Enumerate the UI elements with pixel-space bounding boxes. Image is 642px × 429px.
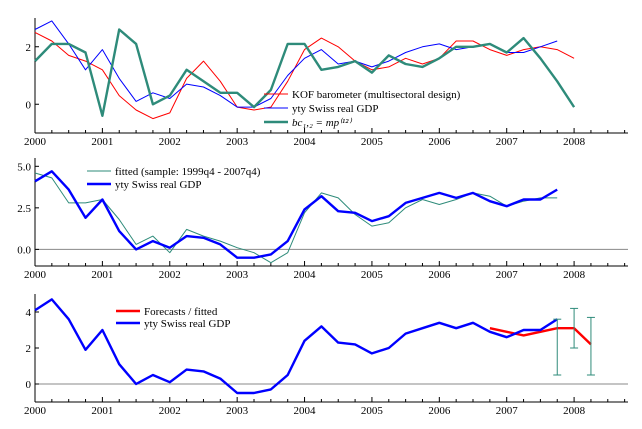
panel3-x-tick-label: 2005 [361,405,384,417]
panel3-x-tick-label: 2000 [24,405,47,417]
panel1-legend-label: bc₁,₂ = mp⁽¹²⁾ [292,117,352,129]
panel3-x-tick-label: 2001 [91,405,113,417]
panel2-x-tick-label: 2005 [361,269,384,281]
panel1-y-tick-label: 2 [26,42,32,54]
panel2-legend-label: fitted (sample: 1999q4 - 2007q4) [115,166,261,178]
panel1-x-tick-label: 2002 [159,136,181,148]
panel2-y-tick-label: 2.5 [17,203,31,215]
panel3-x-tick-label: 2008 [563,405,586,417]
panel3-x-tick-label: 2002 [159,405,181,417]
panel2-x-tick-label: 2000 [24,269,47,281]
panel2-x-tick-label: 2001 [91,269,113,281]
panel1-x-tick-label: 2005 [361,136,384,148]
panel1-x-tick-label: 2000 [24,136,47,148]
panel1-y-tick-label: 0 [26,99,32,111]
panel1-x-tick-label: 2004 [294,136,317,148]
panel2-x-tick-label: 2008 [563,269,586,281]
panel1-series-1-line [34,31,575,120]
panel2-x-tick-label: 2003 [226,269,249,281]
panel1-x-tick-label: 2007 [496,136,519,148]
panel2-y-tick-label: 0.0 [17,244,31,256]
panel1-x-tick-label: 2006 [428,136,451,148]
panel2-x-tick-label: 2004 [294,269,317,281]
panel3-x-tick-label: 2006 [428,405,451,417]
panel1-legend-label: yty Swiss real GDP [292,103,378,115]
panel1-series-3-line [34,28,576,118]
panel1-x-tick-label: 2003 [226,136,249,148]
panel3-x-tick-label: 2004 [294,405,317,417]
panel2-y-tick-label: 5.0 [17,161,31,173]
panel3-y-tick-label: 0 [26,379,32,391]
panel1-legend-label: KOF barometer (multisectoral design) [292,89,461,101]
panel3-y-tick-label: 4 [26,307,32,319]
panel3-series-2-line [34,298,558,395]
panel2-series-2-line [34,170,558,259]
panel1-x-tick-label: 2001 [91,136,113,148]
panel2-x-tick-label: 2002 [159,269,181,281]
panel3-y-tick-label: 2 [26,343,32,355]
panel3-x-tick-label: 2003 [226,405,249,417]
panel1-x-tick-label: 2008 [563,136,586,148]
panel3-x-tick-label: 2007 [496,405,519,417]
panel2-x-tick-label: 2006 [428,269,451,281]
panel2-x-tick-label: 2007 [496,269,519,281]
panel3-legend-label: Forecasts / fitted [144,306,218,318]
panel3-legend-label: yty Swiss real GDP [144,318,230,330]
panel2-legend-label: yty Swiss real GDP [115,179,201,191]
